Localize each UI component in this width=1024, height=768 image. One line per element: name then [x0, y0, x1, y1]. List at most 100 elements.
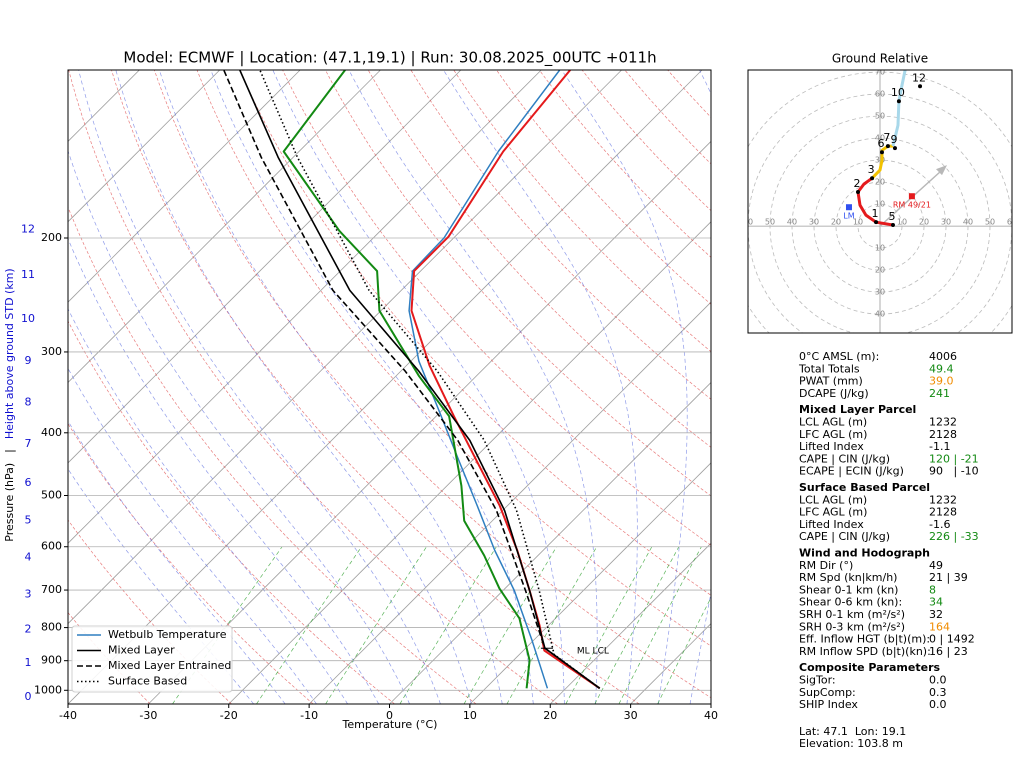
y-tick-label: 500 [41, 489, 62, 502]
hodo-level-point [885, 144, 890, 149]
hodo-ring-label: 60 [743, 218, 753, 227]
hodo-ring [791, 137, 969, 315]
mixing-ratio-line [657, 596, 711, 704]
moist-adiabat [443, 70, 638, 704]
hodo-level-label: 5 [888, 210, 895, 223]
legend-label: Wetbulb Temperature [108, 628, 227, 641]
hodo-ring-label: 40 [963, 218, 973, 227]
hodo-level-label: 1 [872, 207, 879, 220]
height-tick-label: 3 [25, 587, 32, 600]
hodo-ring-label: 20 [875, 178, 885, 187]
param-label: RM Spd (kn|km/h) [799, 571, 897, 584]
param-value: 90 | -10 [929, 465, 979, 478]
hodo-ring-label: 50 [875, 332, 885, 341]
dry-adiabat [68, 423, 314, 704]
hodo-ring-label: 20 [831, 218, 841, 227]
hodo-level-label: 7 [883, 131, 890, 144]
isotherm [68, 70, 462, 464]
hodo-ring-label: 50 [985, 218, 995, 227]
hodo-level-label: 6 [877, 137, 884, 150]
moist-adiabat [68, 420, 286, 704]
height-tick-label: 1 [25, 656, 32, 669]
height-tick-label: 12 [21, 222, 35, 235]
hodo-level-point [890, 223, 895, 228]
y-tick-label: 400 [41, 426, 62, 439]
dry-adiabat [153, 70, 711, 699]
moist-adiabat [68, 367, 317, 704]
param-label: Lifted Index [799, 440, 864, 453]
chart-title: Model: ECMWF | Location: (47.1,19.1) | R… [123, 49, 656, 68]
hodo-level-point [874, 220, 879, 225]
height-tick-label: 6 [25, 476, 32, 489]
dry-adiabat [68, 320, 395, 704]
param-label: Shear 0-6 km (kn): [799, 596, 902, 609]
param-label: SHIP Index [799, 698, 858, 711]
height-tick-label: 0 [25, 690, 32, 703]
moist-adiabat [210, 70, 534, 704]
hodo-ring-label: 10 [897, 218, 907, 227]
height-tick-label: 7 [25, 437, 32, 450]
hodo-ring-label: 30 [875, 288, 885, 297]
x-tick-label: 30 [624, 709, 638, 722]
label-separator: | [3, 449, 16, 453]
hodo-ring-label: 40 [875, 310, 885, 319]
hodo-ring-label: 60 [875, 90, 885, 99]
mixing-ratio-line [256, 546, 362, 704]
moist-adiabat [68, 149, 410, 704]
hodo-level-point [892, 146, 897, 151]
param-value: 4006 [929, 350, 957, 363]
moist-adiabat [561, 70, 688, 704]
x-tick-label: -40 [59, 709, 77, 722]
mixing-ratio-line [506, 546, 598, 704]
param-label: LFC AGL (m) [799, 506, 867, 519]
isotherm [68, 70, 381, 384]
param-label: 0°C AMSL (m): [799, 350, 879, 363]
y-tick-label: 200 [41, 231, 62, 244]
y-tick-label: 600 [41, 540, 62, 553]
param-label: LFC AGL (m) [799, 428, 867, 441]
parcel-line [239, 70, 601, 689]
parcel-line [223, 70, 601, 689]
mixing-ratio-line [565, 546, 653, 704]
isotherm [389, 381, 711, 704]
dewpoint-line [282, 70, 531, 689]
hodo-ring [835, 181, 925, 271]
isotherm [68, 70, 301, 303]
dry-adiabat [367, 70, 711, 448]
hodo-ring-label: 10 [853, 218, 863, 227]
dry-adiabat [581, 70, 711, 212]
param-value: 226 | -33 [929, 530, 979, 543]
hodo-ring-label: 30 [875, 156, 885, 165]
x-tick-label: 0 [386, 709, 393, 722]
mixing-ratio-line [399, 546, 497, 704]
hodo-marker [845, 204, 852, 211]
height-tick-label: 10 [21, 312, 35, 325]
param-label: ECAPE | ECIN (J/kg) [799, 465, 904, 478]
x-tick-label: -30 [139, 709, 157, 722]
y-tick-label: 900 [41, 654, 62, 667]
moist-adiabat [68, 237, 380, 704]
isotherm [469, 462, 711, 704]
hodo-level-label: 2 [854, 177, 861, 190]
hodo-ring-label: 60 [1007, 218, 1017, 227]
isotherm [68, 70, 622, 625]
height-tick-label: 8 [25, 395, 32, 408]
hodo-level-point [870, 176, 875, 181]
y-tick-label: 700 [41, 583, 62, 596]
hodograph-title: Ground Relative [832, 52, 928, 66]
param-value: 2128 [929, 506, 957, 519]
dry-adiabat [68, 206, 477, 704]
param-label: SRH 0-1 km (m²/s²) [799, 608, 905, 621]
height-label: Height above ground STD (km) [3, 268, 16, 439]
param-label: LCL AGL (m) [799, 493, 867, 506]
param-label: SRH 0-3 km (m²/s²) [799, 620, 905, 633]
moist-adiabat [158, 70, 503, 704]
param-label: LCL AGL (m) [799, 416, 867, 429]
hodo-ring-label: 40 [787, 218, 797, 227]
dry-adiabat [239, 70, 711, 596]
param-label: CAPE | CIN (J/kg) [799, 452, 890, 465]
mixing-ratio-line [618, 546, 702, 704]
hodo-ring [813, 159, 947, 293]
moist-adiabat [78, 70, 441, 704]
